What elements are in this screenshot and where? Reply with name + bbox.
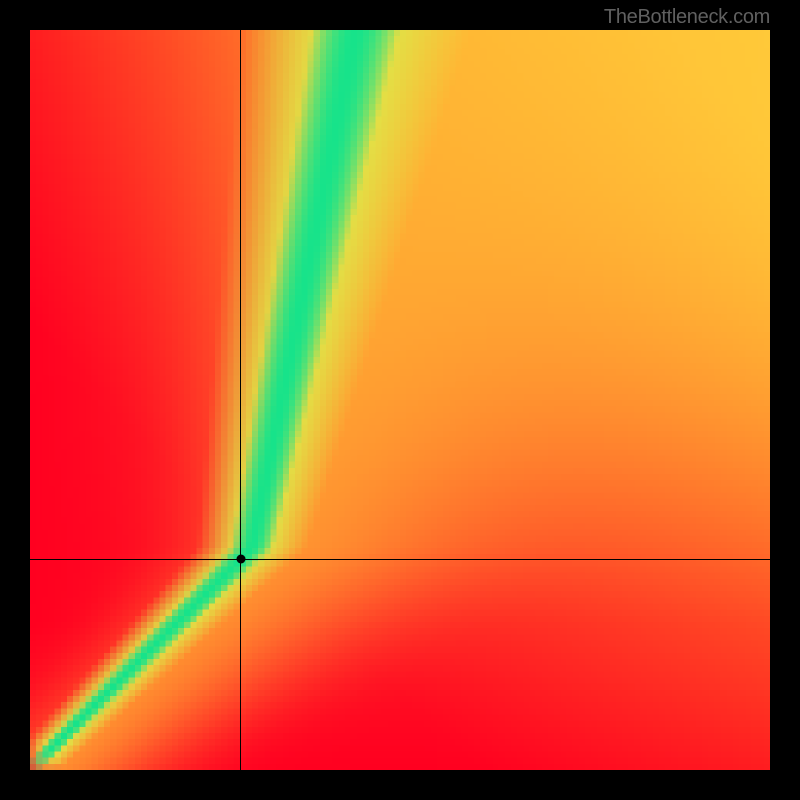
heatmap-plot <box>30 30 770 770</box>
crosshair-horizontal <box>30 559 770 560</box>
crosshair-vertical <box>240 30 241 770</box>
heatmap-canvas <box>30 30 770 770</box>
crosshair-marker <box>236 555 245 564</box>
watermark-text: TheBottleneck.com <box>604 6 770 29</box>
